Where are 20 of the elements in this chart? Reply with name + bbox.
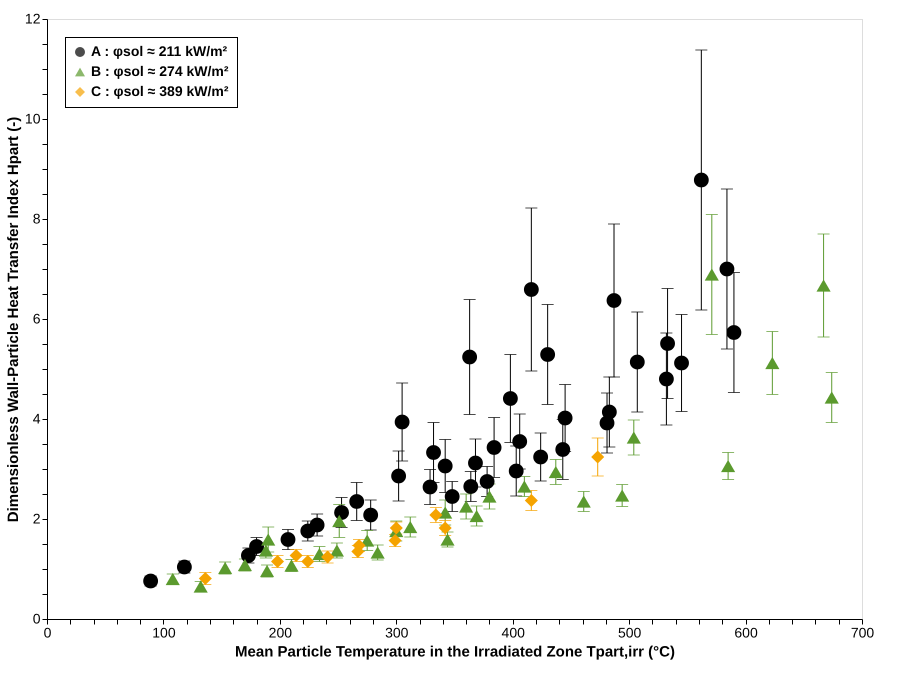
- y-axis-title: Dimensionless Wall-Particle Heat Transfer Index Hpart (-): [4, 116, 22, 522]
- x-tick-label: 400: [502, 624, 526, 640]
- x-tick-label: 500: [618, 624, 642, 640]
- legend-label: A : φsol ≈ 211 kW/m²: [91, 43, 228, 59]
- legend-label: B : φsol ≈ 274 kW/m²: [91, 63, 229, 79]
- x-tick-label: 700: [850, 624, 874, 640]
- x-tick-label: 200: [268, 624, 292, 640]
- y-tick-label: 8: [32, 210, 41, 226]
- x-tick-label: 100: [152, 624, 176, 640]
- x-tick-label: 0: [44, 624, 52, 640]
- y-tick-label: 12: [24, 10, 41, 26]
- y-tick-label: 4: [32, 410, 41, 426]
- x-tick-label: 300: [385, 624, 409, 640]
- y-tick-label: 6: [32, 310, 41, 326]
- y-tick-label: 0: [32, 610, 41, 626]
- legend-label: C : φsol ≈ 389 kW/m²: [91, 83, 229, 99]
- y-tick-label: 2: [32, 510, 41, 526]
- x-tick-label: 600: [734, 624, 758, 640]
- y-tick-label: 10: [24, 110, 41, 126]
- x-axis-title: Mean Particle Temperature in the Irradiated Zone Tpart,irr (°C): [235, 644, 675, 660]
